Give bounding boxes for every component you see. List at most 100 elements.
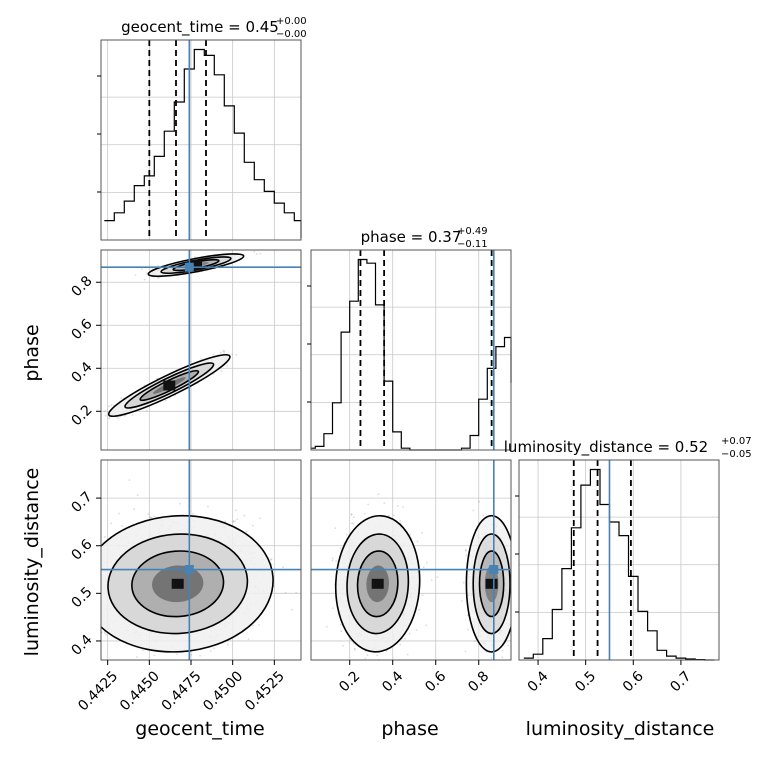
sample-point bbox=[192, 512, 194, 515]
sample-point bbox=[393, 514, 395, 517]
sample-point bbox=[91, 584, 93, 586]
sample-point bbox=[253, 250, 256, 253]
sample-point bbox=[83, 568, 85, 570]
sample-point bbox=[135, 666, 137, 668]
sample-point bbox=[226, 365, 229, 367]
sample-point bbox=[325, 625, 328, 628]
sample-point bbox=[193, 256, 196, 258]
sample-point bbox=[104, 410, 106, 413]
sample-point bbox=[70, 560, 72, 562]
sample-point bbox=[247, 638, 250, 640]
sample-point bbox=[212, 353, 215, 356]
sample-point bbox=[399, 520, 401, 522]
sample-point bbox=[190, 360, 192, 363]
sample-point bbox=[95, 424, 97, 426]
sample-point bbox=[200, 358, 203, 360]
density-peak bbox=[190, 260, 202, 271]
sample-point bbox=[259, 517, 261, 520]
sample-point bbox=[98, 570, 100, 572]
sample-point bbox=[354, 648, 356, 651]
sample-point bbox=[351, 522, 353, 525]
sample-point bbox=[157, 277, 160, 280]
sample-point bbox=[91, 573, 93, 575]
sample-point bbox=[97, 599, 99, 601]
sample-point bbox=[94, 575, 96, 577]
histogram-phase bbox=[311, 258, 512, 451]
sample-point bbox=[222, 350, 225, 352]
sample-point bbox=[232, 520, 235, 523]
sample-point bbox=[270, 559, 272, 561]
sample-point bbox=[319, 608, 321, 610]
sample-point bbox=[134, 274, 137, 276]
sample-point bbox=[176, 672, 178, 674]
sample-point bbox=[295, 591, 298, 594]
hist-panel-phase bbox=[310, 249, 512, 451]
sample-point bbox=[86, 425, 88, 427]
sample-point bbox=[273, 585, 275, 587]
sample-point bbox=[140, 268, 143, 270]
sample-point bbox=[353, 647, 356, 650]
sample-point bbox=[99, 570, 101, 572]
sample-point bbox=[145, 272, 148, 275]
sample-point bbox=[245, 530, 248, 533]
density-peak bbox=[163, 380, 176, 391]
sample-point bbox=[128, 479, 131, 481]
sample-point bbox=[255, 253, 258, 256]
sample-point bbox=[124, 415, 126, 417]
sample-point bbox=[63, 590, 65, 592]
sample-point bbox=[70, 612, 72, 614]
scatter-panel-geocent_time-phase bbox=[86, 249, 302, 451]
sample-point bbox=[252, 624, 255, 627]
sample-point bbox=[103, 535, 106, 538]
sample-point bbox=[235, 353, 238, 356]
sample-point bbox=[397, 505, 399, 507]
sample-point bbox=[143, 278, 146, 281]
sample-point bbox=[153, 654, 156, 657]
sample-point bbox=[282, 566, 284, 569]
scatter-panel-phase-luminosity_distance bbox=[310, 459, 512, 661]
panel-frame bbox=[100, 39, 302, 241]
sample-point bbox=[110, 404, 113, 407]
sample-point bbox=[335, 560, 338, 562]
hist-panel-geocent_time bbox=[100, 39, 302, 241]
sample-point bbox=[436, 576, 439, 579]
sample-point bbox=[226, 643, 229, 646]
sample-point bbox=[209, 650, 212, 652]
sample-point bbox=[219, 351, 222, 354]
sample-point bbox=[133, 508, 136, 511]
sample-point bbox=[232, 520, 235, 522]
sample-point bbox=[190, 653, 193, 656]
sample-point bbox=[117, 417, 119, 420]
sample-point bbox=[121, 525, 124, 527]
sample-point bbox=[98, 584, 100, 586]
sample-point bbox=[98, 546, 100, 548]
sample-point bbox=[72, 588, 74, 590]
truth-marker bbox=[184, 565, 194, 574]
sample-point bbox=[96, 596, 98, 598]
sample-point bbox=[149, 516, 152, 519]
sample-point bbox=[291, 608, 293, 611]
sample-point bbox=[426, 561, 428, 564]
sample-point bbox=[213, 647, 216, 650]
sample-point bbox=[243, 514, 246, 517]
sample-point bbox=[199, 654, 201, 657]
sample-point bbox=[223, 350, 226, 352]
sample-point bbox=[207, 505, 209, 508]
sample-point bbox=[118, 512, 120, 515]
sample-point bbox=[104, 632, 106, 635]
sample-point bbox=[141, 649, 144, 652]
sample-points bbox=[86, 250, 262, 427]
panel-frame bbox=[310, 249, 512, 451]
density-peak bbox=[171, 578, 184, 589]
sample-point bbox=[98, 535, 100, 537]
sample-point bbox=[388, 514, 390, 517]
sample-point bbox=[108, 417, 111, 420]
sample-point bbox=[147, 513, 150, 515]
sample-point bbox=[104, 414, 107, 417]
sample-point bbox=[78, 615, 80, 617]
sample-point bbox=[236, 518, 239, 520]
sample-point bbox=[416, 540, 419, 543]
panel-frame bbox=[100, 459, 302, 661]
